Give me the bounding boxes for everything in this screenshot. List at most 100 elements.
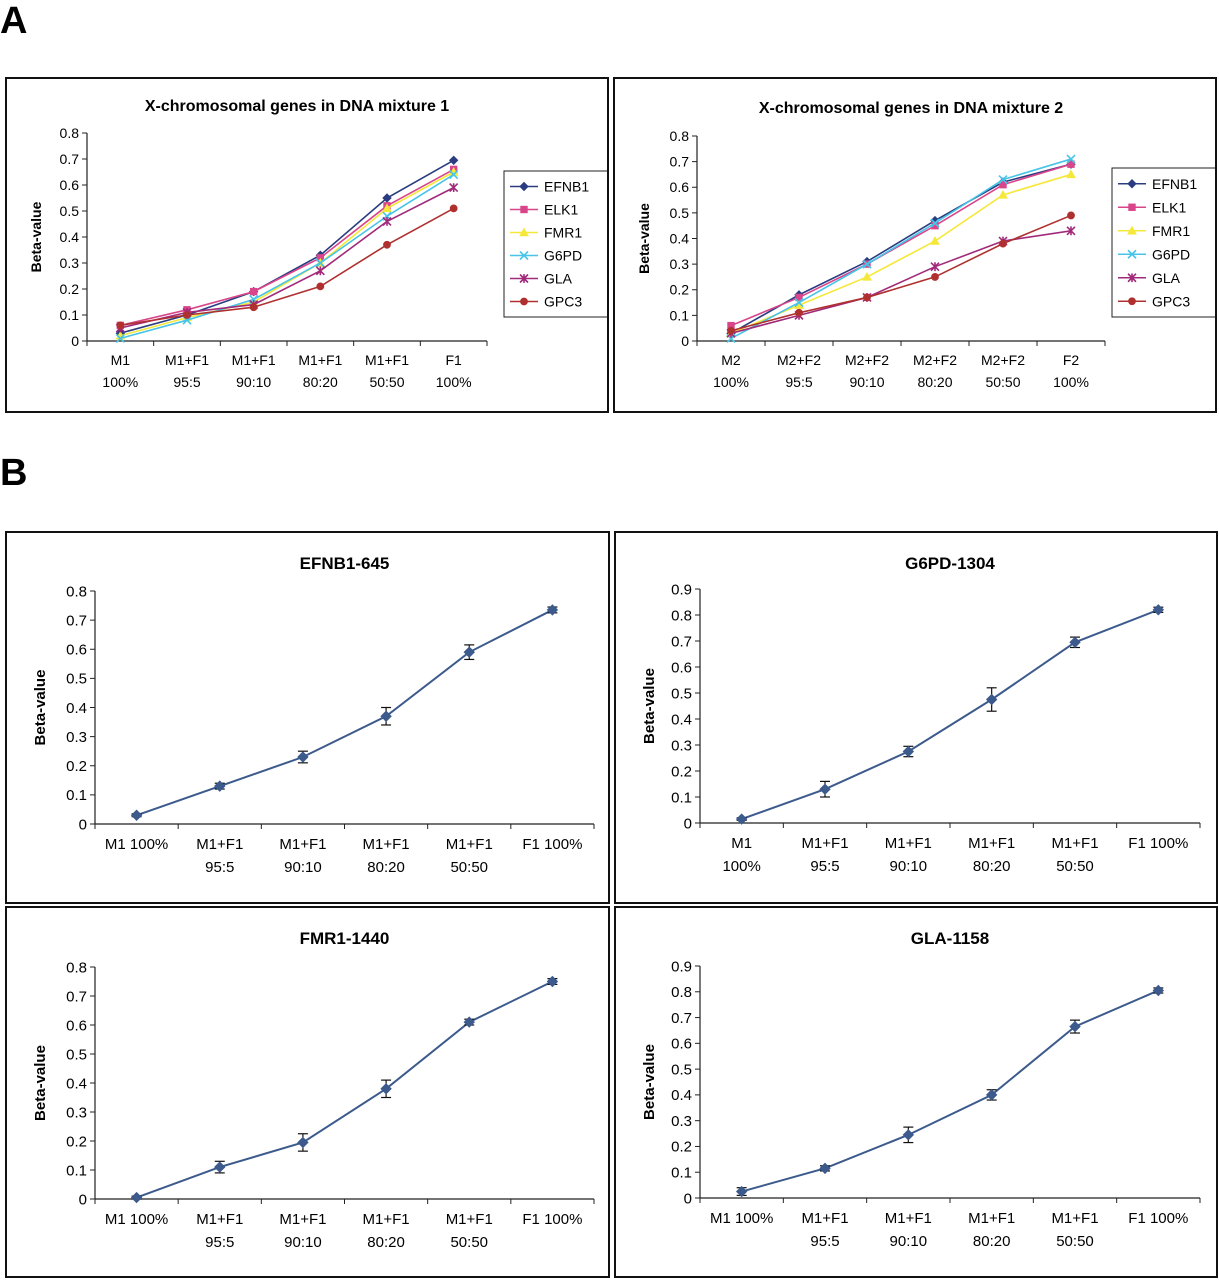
x-tick-label: M1+F1 (801, 1210, 848, 1227)
data-point (463, 646, 475, 658)
data-point (985, 1089, 998, 1101)
data-point (115, 333, 125, 343)
chart-title: X-chromosomal genes in DNA mixture 1 (145, 98, 449, 115)
y-tick-label: 0.2 (66, 1133, 87, 1150)
y-tick-label: 0.4 (671, 711, 692, 728)
y-tick-label: 0.5 (671, 1061, 692, 1078)
data-point (130, 809, 143, 821)
y-tick-label: 0.3 (66, 1104, 87, 1121)
chart-mixture-1: X-chromosomal genes in DNA mixture 1 Beta… (5, 77, 609, 413)
data-point (930, 236, 940, 245)
chart-title: GLA-1158 (911, 929, 989, 948)
legend-marker (520, 205, 528, 214)
y-tick-label: 0.8 (60, 125, 80, 141)
y-tick-label: 0.7 (66, 988, 87, 1005)
chart-mixture-2: X-chromosomal genes in DNA mixture 2 Beta… (613, 77, 1217, 413)
y-tick-label: 0.6 (66, 1017, 87, 1034)
legend-label: GPC3 (1152, 293, 1190, 309)
y-tick-label: 0.6 (66, 642, 87, 659)
chart-g6pd-1304: G6PD-1304 Beta-value 0 0.1 0.2 0.3 0.4 0.5 0.6 0.… (614, 531, 1218, 904)
y-tick-label: 0.1 (671, 1164, 692, 1181)
legend-label: G6PD (544, 248, 582, 264)
x-tick-label: M1+F1 (968, 835, 1015, 852)
x-tick-label: M1 (731, 835, 752, 852)
data-point (863, 293, 871, 302)
data-point (1066, 169, 1076, 179)
legend-label: GLA (544, 271, 573, 287)
y-tick-label: 0.8 (671, 984, 692, 1001)
x-tick-label: 80:20 (303, 374, 338, 390)
data-point (249, 287, 258, 296)
series-fmr1 (115, 166, 459, 340)
y-tick-label: 0.7 (670, 154, 690, 170)
legend-marker (1127, 225, 1137, 235)
data-point (794, 297, 804, 308)
series-line (120, 168, 455, 327)
x-tick-label: M2 (721, 352, 741, 368)
data-point (1067, 211, 1075, 220)
y-tick-label: 0.6 (670, 179, 690, 195)
x-tick-label: M1+F1 (1051, 835, 1098, 852)
x-tick-label: M1+F1 (279, 1211, 326, 1228)
x-tick-label: 90:10 (284, 1234, 322, 1251)
x-tick-label: M1+F1 (885, 835, 932, 852)
y-tick-label: 0.5 (670, 205, 690, 221)
data-point (819, 783, 831, 795)
y-axis-label: Beta-value (636, 203, 652, 274)
x-tick-label: M1+F1 (363, 836, 410, 853)
data-point (463, 1016, 475, 1028)
data-point (546, 975, 559, 988)
x-tick-label: M1 100% (105, 1211, 168, 1228)
series-line (741, 608, 1159, 821)
panel-label-b: B (0, 452, 28, 494)
series-line (120, 171, 455, 337)
x-tick-label: M1+F1 (363, 1211, 410, 1228)
x-tick-label: M1+F1 (446, 1211, 493, 1228)
data-point (1152, 984, 1165, 997)
y-tick-label: 0.1 (671, 789, 692, 806)
data-point (546, 604, 559, 616)
x-tick-label: 95:5 (205, 1234, 234, 1251)
y-tick-label: 0.8 (671, 607, 692, 624)
x-tick-label: M1+F1 (968, 1210, 1015, 1227)
data-point (999, 180, 1007, 189)
y-tick-label: 0.4 (60, 229, 80, 245)
x-tick-label: 95:5 (810, 1233, 839, 1250)
y-tick-label: 0.2 (670, 282, 690, 298)
x-tick-label: 100% (1053, 374, 1089, 390)
chart-svg: FMR1-1440 Beta-value 0 0.1 0.2 0.3 0.4 0.5 0.6 0.… (32, 929, 595, 1251)
x-tick-label: M1 100% (105, 836, 168, 853)
y-tick-label: 0 (79, 1191, 87, 1208)
x-tick-label: 100% (722, 858, 760, 875)
x-tick-label: 95:5 (810, 858, 839, 875)
y-tick-label: 0.1 (66, 787, 87, 804)
x-tick-label: F1 100% (522, 836, 582, 853)
chart-fmr1-1440: FMR1-1440 Beta-value 0 0.1 0.2 0.3 0.4 0.5 0.6 0.… (5, 906, 610, 1278)
y-tick-label: 0.8 (66, 583, 87, 600)
legend-box (503, 170, 607, 318)
x-tick-label: 50:50 (1056, 858, 1094, 875)
data-point (727, 326, 735, 335)
x-tick-label: F2 (1063, 352, 1080, 368)
data-point (449, 204, 458, 213)
series-line (730, 173, 1072, 335)
x-tick-label: 90:10 (236, 374, 271, 390)
y-tick-label: 0.4 (66, 700, 87, 717)
y-tick-label: 0.3 (60, 255, 80, 271)
y-tick-label: 0 (71, 333, 79, 349)
data-point (1067, 160, 1075, 168)
series-line (120, 159, 455, 334)
data-point (735, 813, 748, 825)
x-tick-label: 80:20 (973, 858, 1011, 875)
legend-label: EFNB1 (1152, 176, 1197, 192)
legend-marker (1128, 297, 1136, 306)
data-point (931, 273, 939, 281)
y-tick-label: 0.3 (670, 256, 690, 272)
y-tick-label: 0.6 (671, 659, 692, 676)
y-axis-label: Beta-value (32, 670, 49, 746)
y-tick-label: 0.5 (66, 671, 87, 688)
data-point (382, 193, 392, 203)
y-tick-label: 0.5 (66, 1046, 87, 1063)
x-tick-label: 100% (436, 374, 472, 390)
y-tick-label: 0 (684, 1190, 692, 1207)
